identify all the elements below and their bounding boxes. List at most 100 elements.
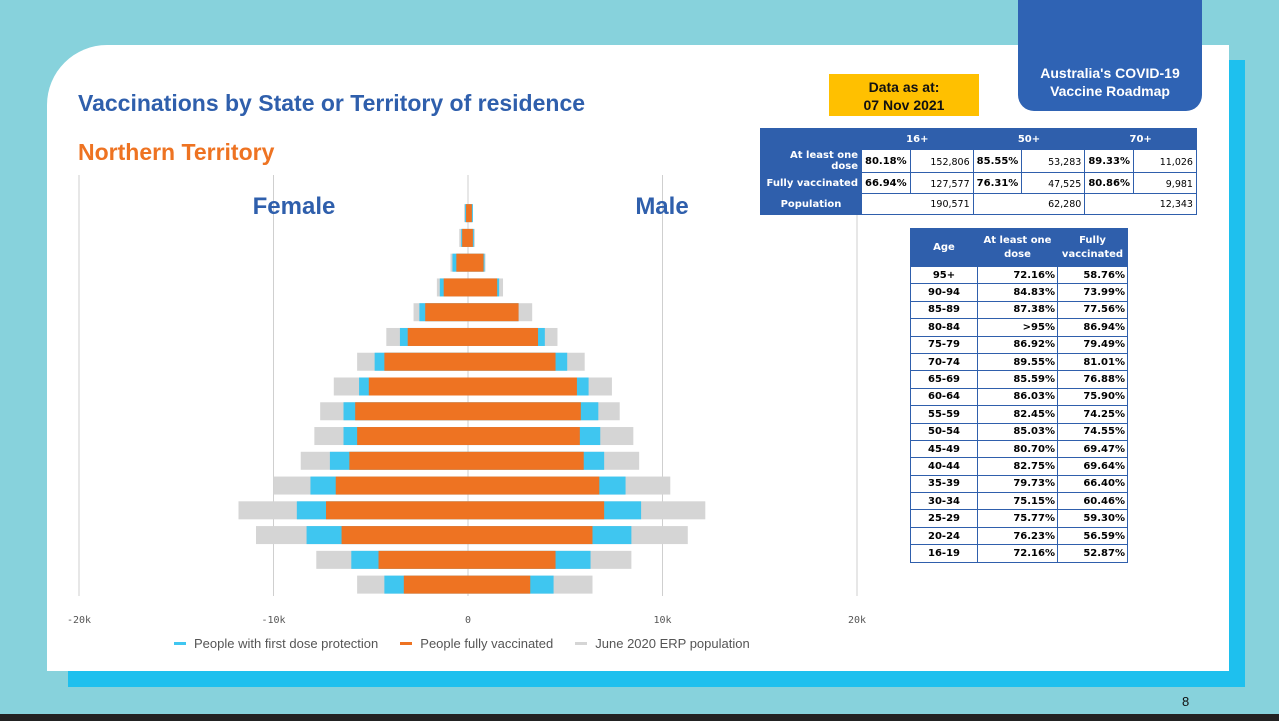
age-table-row: 75-79 86.92% 79.49%	[910, 335, 1128, 354]
bar-male	[468, 526, 593, 545]
age-table-row: 35-39 79.73% 66.40%	[910, 474, 1128, 494]
age-table-cell-fully-vaccinated: 59.30%	[1057, 509, 1128, 528]
summary-cell-pct: 76.31%	[972, 172, 1023, 194]
age-table-cell-first-dose: 82.75%	[977, 457, 1058, 476]
x-tick-label: 10k	[653, 615, 671, 626]
age-table-cell-age: 25-29	[910, 509, 978, 528]
summary-header-row: 16+ 50+ 70+	[760, 128, 1197, 150]
age-table-cell-age: 60-64	[910, 387, 978, 407]
age-table-cell-first-dose: 80.70%	[977, 439, 1058, 459]
roadmap-badge: Australia's COVID-19 Vaccine Roadmap	[1018, 0, 1202, 111]
legend-swatch-population	[575, 642, 588, 645]
age-table-cell-first-dose: 84.83%	[977, 283, 1058, 302]
age-table-cell-age: 70-74	[910, 352, 978, 372]
bar-female	[425, 303, 468, 322]
x-tick-label: 20k	[848, 615, 866, 626]
age-table-cell-age: 16-19	[910, 544, 978, 563]
age-table-cell-age: 95+	[910, 265, 978, 285]
bar-female	[443, 278, 468, 297]
x-tick-label: 0	[465, 615, 471, 626]
male-label: Male	[635, 193, 688, 220]
summary-col-70plus: 70+	[1084, 128, 1197, 150]
age-table-cell-age: 35-39	[910, 474, 978, 494]
legend-label-fully-vaccinated: People fully vaccinated	[420, 636, 554, 651]
region-subtitle: Northern Territory	[78, 139, 275, 165]
summary-table: 16+ 50+ 70+ At least one dose 80.18% 152…	[760, 128, 1197, 215]
age-table-cell-age: 40-44	[910, 457, 978, 476]
age-table-header-fully-vaccinated: Fully vaccinated	[1057, 228, 1128, 267]
age-table-row: 30-34 75.15% 60.46%	[910, 492, 1128, 511]
summary-row-label: At least one dose	[760, 149, 862, 173]
summary-cell-pct: 80.18%	[861, 149, 911, 173]
age-table-row: 20-24 76.23% 56.59%	[910, 526, 1128, 546]
summary-row-label: Population	[760, 193, 862, 215]
summary-row-label: Fully vaccinated	[760, 172, 862, 194]
legend-label-first-dose: People with first dose protection	[194, 636, 379, 651]
summary-cell-pct: 66.94%	[861, 172, 911, 194]
bar-female	[456, 253, 468, 272]
legend-label-population: June 2020 ERP population	[595, 636, 750, 651]
age-table-cell-age: 45-49	[910, 439, 978, 459]
age-table-cell-first-dose: >95%	[977, 318, 1058, 337]
page-title: Vaccinations by State or Territory of re…	[78, 90, 586, 116]
age-table-row: 16-19 72.16% 52.87%	[910, 544, 1128, 563]
bar-female	[378, 550, 468, 569]
age-table-cell-first-dose: 76.23%	[977, 526, 1058, 546]
bar-male	[468, 228, 473, 247]
x-tick-label: -20k	[67, 615, 91, 626]
summary-row-population: Population 190,571 62,280 12,343	[760, 193, 1197, 215]
bar-female	[335, 476, 468, 495]
age-table-cell-fully-vaccinated: 58.76%	[1057, 265, 1128, 285]
age-table-cell-first-dose: 75.77%	[977, 509, 1058, 528]
roadmap-line2: Vaccine Roadmap	[1050, 83, 1170, 99]
bar-female	[349, 451, 468, 470]
age-table-cell-age: 50-54	[910, 422, 978, 441]
age-table-row: 80-84 >95% 86.94%	[910, 318, 1128, 337]
age-table-cell-first-dose: 86.92%	[977, 335, 1058, 354]
bar-male	[468, 327, 539, 346]
age-table-cell-fully-vaccinated: 77.56%	[1057, 300, 1128, 320]
summary-cell-count: 127,577	[909, 172, 974, 194]
bar-male	[468, 451, 584, 470]
bar-female	[466, 204, 468, 223]
age-table-row: 50-54 85.03% 74.55%	[910, 422, 1128, 441]
age-table-cell-age: 20-24	[910, 526, 978, 546]
age-table-cell-fully-vaccinated: 81.01%	[1057, 352, 1128, 372]
bar-female	[403, 575, 468, 594]
summary-cell-pct: 89.33%	[1084, 149, 1134, 173]
age-table-cell-fully-vaccinated: 66.40%	[1057, 474, 1128, 494]
summary-cell-population: 62,280	[972, 193, 1086, 215]
legend-item-fully-vaccinated: People fully vaccinated	[400, 636, 553, 651]
legend-item-first-dose: People with first dose protection	[174, 636, 378, 651]
age-table-cell-fully-vaccinated: 74.55%	[1057, 422, 1128, 441]
age-table-row: 65-69 85.59% 76.88%	[910, 370, 1128, 389]
age-table-row: 45-49 80.70% 69.47%	[910, 439, 1128, 459]
summary-cell-count: 9,981	[1132, 172, 1197, 194]
age-table-cell-first-dose: 86.03%	[977, 387, 1058, 407]
age-table-cell-first-dose: 75.15%	[977, 492, 1058, 511]
summary-row-fully-vaccinated: Fully vaccinated 66.94% 127,577 76.31% 4…	[760, 172, 1197, 194]
bar-male	[468, 253, 484, 272]
population-pyramid-chart: -20k -10k 0 10k 20k Female Male	[67, 175, 866, 626]
age-table-row: 70-74 89.55% 81.01%	[910, 352, 1128, 372]
age-table-cell-fully-vaccinated: 79.49%	[1057, 335, 1128, 354]
age-table-cell-first-dose: 87.38%	[977, 300, 1058, 320]
age-group-table: Age At least one dose Fully vaccinated 9…	[910, 228, 1128, 563]
summary-cell-population: 12,343	[1084, 193, 1197, 215]
age-table-cell-fully-vaccinated: 75.90%	[1057, 387, 1128, 407]
age-table-header-age: Age	[910, 228, 978, 267]
x-tick-label: -10k	[261, 615, 285, 626]
age-table-cell-first-dose: 82.45%	[977, 405, 1058, 424]
bar-male	[468, 352, 556, 371]
age-table-cell-first-dose: 85.59%	[977, 370, 1058, 389]
age-table-cell-fully-vaccinated: 60.46%	[1057, 492, 1128, 511]
legend-swatch-fully-vaccinated	[400, 642, 413, 645]
age-table-cell-first-dose: 89.55%	[977, 352, 1058, 372]
data-as-at-label: Data as at:	[868, 79, 940, 95]
age-table-header-first-dose: At least one dose	[977, 228, 1058, 267]
legend-item-population: June 2020 ERP population	[575, 636, 750, 651]
bottom-strip	[0, 714, 1279, 721]
chart-legend: People with first dose protection People…	[174, 636, 750, 651]
age-table-cell-fully-vaccinated: 73.99%	[1057, 283, 1128, 302]
age-table-cell-fully-vaccinated: 69.47%	[1057, 439, 1128, 459]
